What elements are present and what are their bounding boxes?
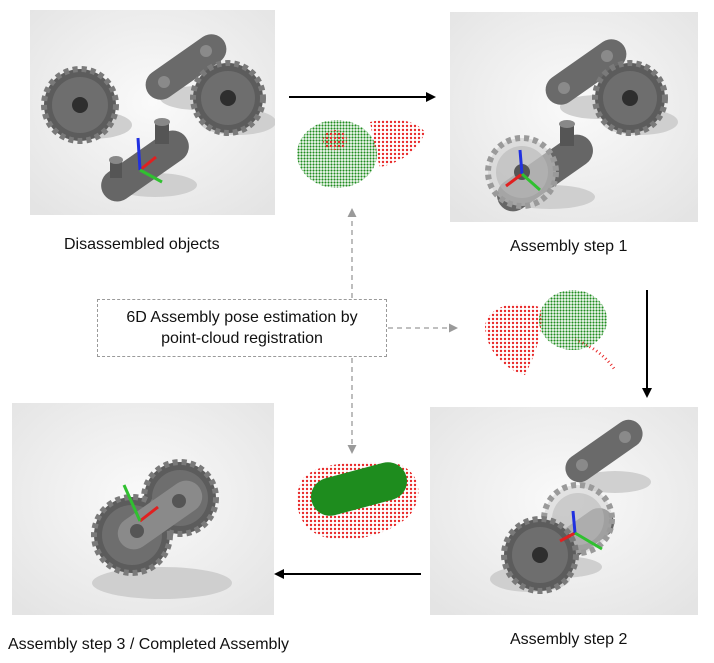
pose-estimation-line2: point-cloud registration [161,330,323,347]
gear-left [41,66,132,144]
disassembled-scene [30,10,275,215]
step1-scene [450,12,698,222]
step2-scene [430,407,698,615]
point-cloud-1 [297,119,425,188]
link-plate [565,419,651,493]
step3-scene [12,403,274,615]
caption-step2: Assembly step 2 [510,631,628,648]
pose-axes [559,510,603,551]
caption-step3: Assembly step 3 / Completed Assembly [8,636,290,653]
pose-axes [122,484,159,523]
pose-estimation-line1: 6D Assembly pose estimation by [126,309,358,326]
pose-axes [505,149,541,192]
gear-left [490,516,579,594]
caption-step1: Assembly step 1 [510,238,628,255]
pose-estimation-label: 6D Assembly pose estimation by point-clo… [97,299,387,357]
point-cloud-3 [296,462,419,540]
point-cloud-2 [485,290,617,375]
caption-disassembled: Disassembled objects [64,236,220,253]
gear-right [190,60,275,136]
assembled-gears [91,459,232,599]
pose-axes [136,137,163,184]
gear-right [592,60,678,136]
